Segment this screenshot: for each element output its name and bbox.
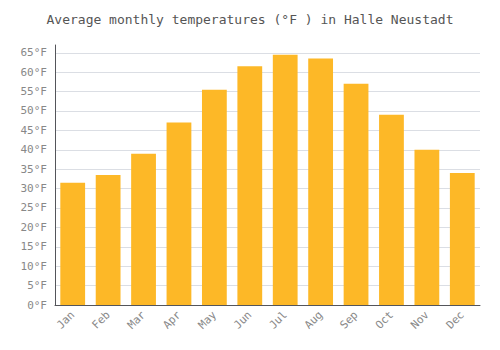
- svg-text:50°F: 50°F: [21, 104, 48, 117]
- svg-text:55°F: 55°F: [21, 85, 48, 98]
- svg-text:30°F: 30°F: [21, 182, 48, 195]
- svg-text:5°F: 5°F: [27, 279, 47, 292]
- svg-text:Jun: Jun: [231, 308, 254, 331]
- svg-text:60°F: 60°F: [21, 66, 48, 79]
- svg-text:20°F: 20°F: [21, 221, 48, 234]
- svg-text:0°F: 0°F: [27, 299, 47, 312]
- svg-text:45°F: 45°F: [21, 124, 48, 137]
- svg-text:Average monthly temperatures (: Average monthly temperatures (°F ) in Ha…: [47, 12, 454, 27]
- svg-text:Feb: Feb: [89, 308, 112, 331]
- svg-text:10°F: 10°F: [21, 260, 48, 273]
- svg-text:May: May: [196, 308, 219, 331]
- svg-text:65°F: 65°F: [21, 46, 48, 59]
- svg-text:Dec: Dec: [444, 308, 467, 331]
- svg-text:Sep: Sep: [337, 308, 360, 331]
- svg-text:Aug: Aug: [302, 308, 325, 331]
- svg-text:Apr: Apr: [160, 308, 183, 331]
- svg-text:Nov: Nov: [408, 308, 431, 331]
- svg-text:15°F: 15°F: [21, 240, 48, 253]
- svg-text:Jan: Jan: [54, 308, 77, 331]
- svg-text:40°F: 40°F: [21, 143, 48, 156]
- svg-text:25°F: 25°F: [21, 201, 48, 214]
- svg-text:Mar: Mar: [125, 308, 148, 331]
- svg-text:Jul: Jul: [267, 308, 290, 331]
- svg-text:35°F: 35°F: [21, 163, 48, 176]
- svg-text:Oct: Oct: [373, 308, 396, 331]
